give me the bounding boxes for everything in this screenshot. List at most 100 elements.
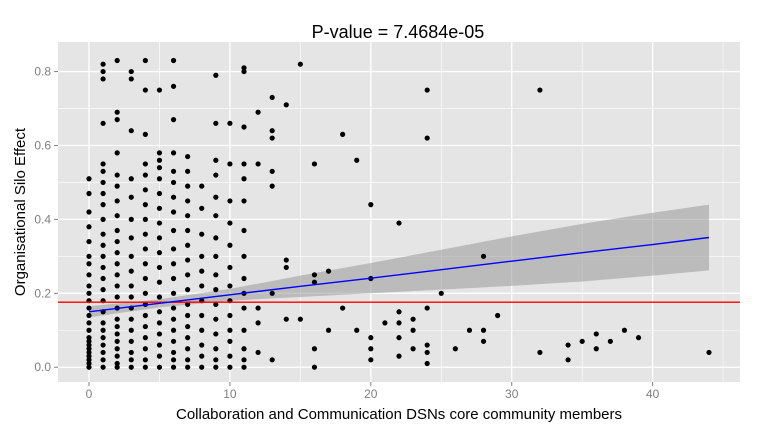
x-tick-label: 0 [86, 387, 93, 401]
data-point [170, 168, 177, 174]
data-point [495, 312, 501, 319]
data-point [354, 157, 360, 163]
data-point [114, 250, 120, 256]
data-point [114, 238, 120, 245]
data-point [311, 346, 318, 352]
data-point [86, 338, 92, 344]
data-point [86, 209, 92, 215]
data-point [100, 242, 106, 248]
data-point [185, 227, 191, 234]
data-point [100, 190, 106, 197]
data-point [114, 323, 120, 330]
data-point [185, 168, 191, 174]
data-point [340, 305, 346, 311]
data-point [213, 120, 219, 126]
plot-panel [58, 42, 740, 382]
data-point [396, 320, 402, 326]
data-point [170, 117, 177, 123]
data-point [170, 327, 177, 333]
data-point [100, 349, 106, 356]
data-point [114, 57, 120, 64]
data-point [86, 320, 92, 326]
data-point [100, 216, 106, 222]
data-point [255, 109, 261, 115]
data-point [86, 253, 92, 259]
data-point [114, 338, 120, 344]
data-point [269, 357, 275, 363]
data-point [86, 360, 92, 367]
data-point [241, 65, 247, 71]
data-point [86, 346, 92, 352]
data-point [269, 168, 275, 174]
data-point [297, 61, 303, 67]
x-tick-label: 10 [223, 387, 237, 401]
data-point [185, 272, 191, 278]
data-point [269, 94, 275, 101]
data-point [156, 205, 163, 211]
data-point [142, 346, 148, 352]
data-point [368, 346, 374, 352]
data-point [241, 198, 247, 204]
data-point [213, 316, 219, 322]
data-point [593, 346, 599, 352]
confidence-band [89, 204, 709, 318]
data-point [213, 172, 219, 178]
data-point [142, 87, 148, 93]
data-point [142, 161, 148, 167]
x-axis-ticks: 0 10 20 30 40 [86, 382, 660, 401]
y-axis-ticks: 0.0 0.2 0.4 0.6 0.8 [34, 65, 58, 374]
data-point [170, 364, 177, 370]
data-point [480, 338, 487, 344]
data-point [86, 353, 92, 359]
y-tick-label: 0.4 [34, 212, 51, 226]
data-point [156, 294, 163, 300]
data-point [86, 349, 92, 356]
data-point [156, 190, 163, 197]
data-point [114, 353, 120, 359]
y-tick-label: 0.8 [34, 65, 51, 79]
data-point [100, 231, 106, 237]
data-point [100, 120, 106, 126]
data-point [199, 327, 205, 333]
data-point [156, 353, 163, 359]
data-point [255, 305, 261, 311]
data-point [255, 161, 261, 167]
data-point [114, 109, 120, 115]
data-point [241, 253, 247, 259]
data-point [114, 227, 120, 234]
data-point [142, 131, 148, 137]
data-point [466, 327, 473, 333]
data-point [185, 323, 191, 330]
data-point [213, 346, 219, 352]
data-point [213, 287, 219, 293]
data-point [438, 290, 444, 296]
data-point [114, 150, 120, 156]
data-point [213, 364, 219, 370]
data-point [396, 353, 402, 359]
data-point [565, 342, 571, 348]
data-point [565, 357, 571, 363]
data-point [100, 357, 106, 363]
data-point [142, 216, 148, 222]
data-point [170, 83, 177, 89]
y-axis-label: Organisational Silo Effect [12, 127, 29, 296]
data-point [241, 176, 247, 182]
data-point [340, 131, 346, 137]
data-point [86, 312, 92, 319]
data-point [185, 257, 191, 263]
data-point [283, 264, 289, 271]
data-point [170, 316, 177, 322]
data-point [213, 235, 219, 241]
data-point [199, 205, 205, 211]
data-point [241, 161, 247, 167]
data-point [199, 342, 205, 348]
data-point [170, 357, 177, 363]
data-point [185, 153, 191, 160]
data-point [128, 316, 134, 322]
chart-title: P-value = 7.4684e-05 [312, 22, 485, 42]
data-point [185, 346, 191, 352]
data-point [368, 357, 374, 363]
data-point [255, 349, 261, 356]
data-point [128, 338, 134, 344]
data-point [325, 327, 332, 333]
